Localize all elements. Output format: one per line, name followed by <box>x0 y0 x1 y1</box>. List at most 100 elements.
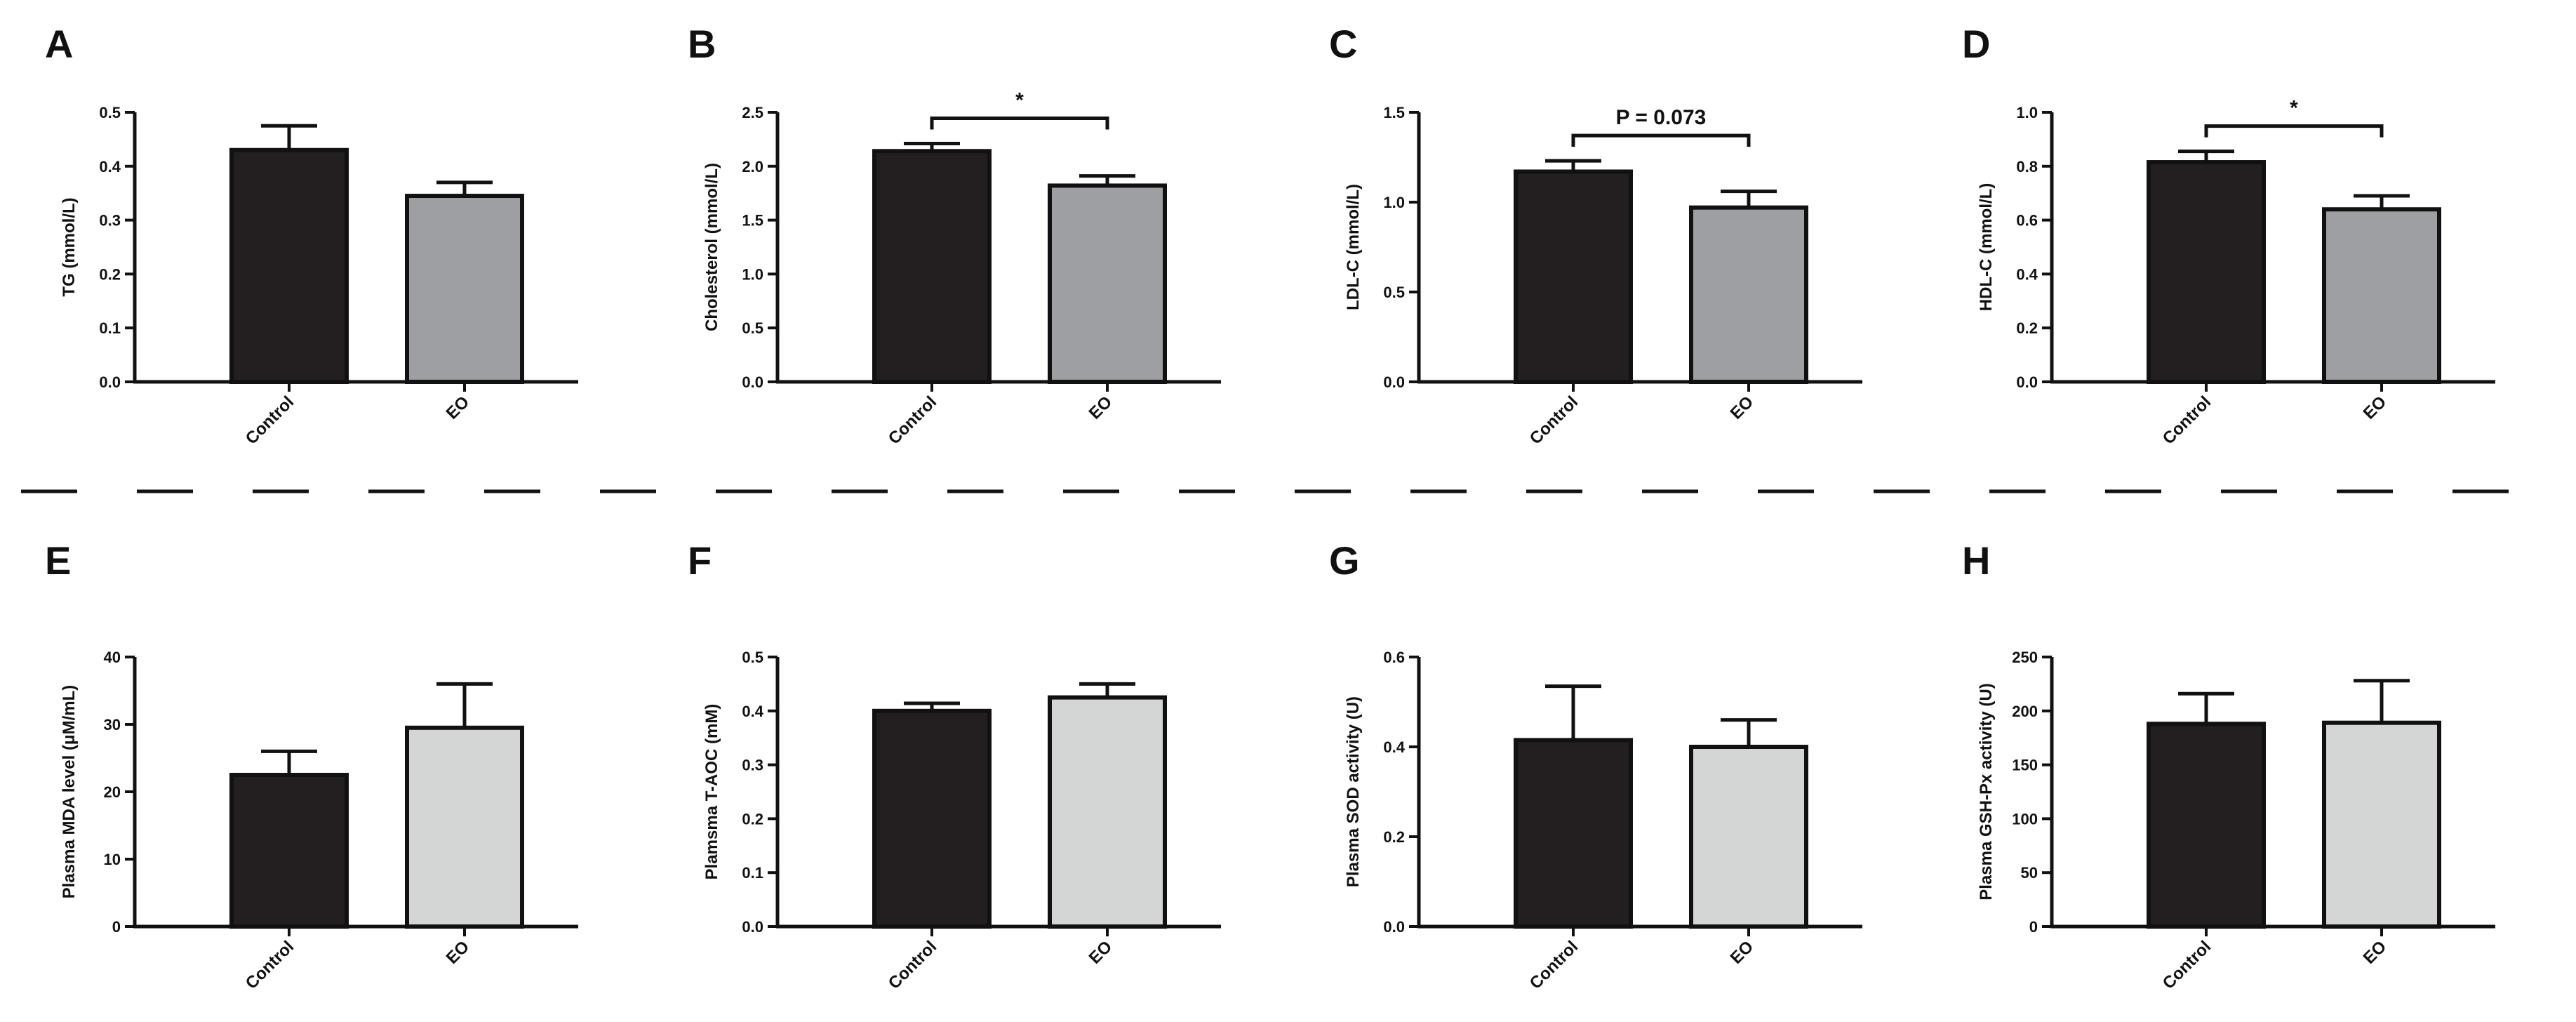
y-tick-label: 0.4 <box>742 703 763 720</box>
y-tick-label: 0.5 <box>742 319 763 337</box>
y-tick-label: 1.0 <box>742 265 763 283</box>
category-label: EO <box>443 937 474 968</box>
significance-bracket <box>2204 124 2384 138</box>
bar-eo <box>1689 745 1808 929</box>
panel-letter: C <box>1329 22 1357 66</box>
panel-d: D 0.0 0.2 0.4 0.6 0.8 1.0 HDL-C (mmol/L) Control… <box>1962 22 2495 449</box>
y-tick-label: 0.8 <box>2016 158 2038 175</box>
panel-letter: B <box>688 22 716 66</box>
y-tick-label: 0.2 <box>1383 828 1405 846</box>
y-tick-label: 0.0 <box>742 373 763 391</box>
y-tick-label: 0.6 <box>1383 649 1405 666</box>
category-label: Control <box>885 937 940 993</box>
y-tick-label: 40 <box>104 649 121 666</box>
bar-eo <box>2322 720 2441 929</box>
y-tick-label: 0.0 <box>1383 373 1405 391</box>
y-tick-label: 0.3 <box>99 212 121 230</box>
panel-f: F 0.0 0.1 0.2 0.3 0.4 0.5 Plamsma T-AOC (mM) Con… <box>688 538 1221 993</box>
category-label: EO <box>2360 392 2391 423</box>
y-tick-label: 0.0 <box>1383 918 1405 936</box>
category-label: Control <box>1526 392 1582 448</box>
category-label: Control <box>2159 937 2215 993</box>
y-tick-label: 1.0 <box>2016 104 2038 121</box>
category-label: EO <box>1727 392 1758 423</box>
y-tick-label: 0.4 <box>1383 738 1405 756</box>
y-tick-label: 150 <box>2012 757 2038 774</box>
y-tick-label: 0.2 <box>742 810 763 828</box>
y-tick-label: 0.5 <box>99 104 121 121</box>
bar-eo <box>1048 695 1167 929</box>
y-axis-title: Plasma SOD activity (U) <box>1344 696 1363 887</box>
y-tick-label: 0.4 <box>2016 265 2038 283</box>
significance-annotation: * <box>2290 97 2298 120</box>
y-axis-title: Plamsma T-AOC (mM) <box>702 704 721 880</box>
significance-bracket <box>930 117 1109 130</box>
bar-eo <box>2322 207 2441 384</box>
bar-control <box>229 147 349 384</box>
bar-control <box>229 773 349 929</box>
category-label: Control <box>242 392 298 448</box>
panel-letter: E <box>45 538 71 583</box>
y-tick-label: 0.5 <box>742 649 763 666</box>
y-tick-label: 0.0 <box>2016 373 2038 391</box>
y-tick-label: 0.1 <box>742 864 763 882</box>
y-tick-label: 0.2 <box>99 265 121 283</box>
y-axis-title: TG (mmol/L) <box>60 197 79 296</box>
y-tick-label: 0.5 <box>1383 284 1405 301</box>
panel-b: B 0.0 0.5 1.0 1.5 2.0 2.5 Cholesterol (mmol/L) C… <box>688 22 1221 449</box>
category-label: EO <box>1086 392 1116 423</box>
y-axis-title: LDL-C (mmol/L) <box>1344 184 1363 310</box>
y-tick-label: 0.3 <box>742 757 763 774</box>
significance-annotation: P = 0.073 <box>1616 106 1707 129</box>
bar-control <box>872 708 992 929</box>
category-label: EO <box>1727 937 1758 968</box>
panel-c: C 0.0 0.5 1.0 1.5 LDL-C (mmol/L) Control EO P = … <box>1329 22 1862 449</box>
y-tick-label: 0.0 <box>742 918 763 936</box>
bar-eo <box>1048 183 1167 384</box>
y-tick-label: 100 <box>2012 810 2038 828</box>
y-axis-title: Plasma GSH-Px activity (U) <box>1977 683 1996 900</box>
y-tick-label: 200 <box>2012 703 2038 720</box>
bar-control <box>2147 722 2266 929</box>
y-tick-label: 0.0 <box>99 373 121 391</box>
panel-letter: A <box>45 22 73 66</box>
bar-control <box>2147 160 2266 384</box>
y-tick-label: 0.4 <box>99 158 121 175</box>
bar-control <box>872 149 992 385</box>
y-tick-label: 1.5 <box>742 212 763 230</box>
panel-g: G 0.0 0.2 0.4 0.6 Plasma SOD activity (U) Cont… <box>1329 538 1862 993</box>
significance-bracket <box>1571 133 1751 147</box>
y-tick-label: 20 <box>104 783 121 801</box>
bar-control <box>1514 738 1633 929</box>
y-axis-title: Plasma MDA level (μM/mL) <box>60 685 79 899</box>
bar-eo <box>405 194 524 384</box>
significance-annotation: * <box>1015 89 1024 112</box>
y-tick-label: 250 <box>2012 649 2038 666</box>
panel-e: E 0 10 20 30 40 Plasma MDA level (μM/mL) Contro… <box>45 538 578 993</box>
y-tick-label: 0 <box>2029 918 2038 936</box>
bar-eo <box>405 725 524 929</box>
y-tick-label: 0.1 <box>99 319 121 337</box>
category-label: Control <box>2159 392 2215 448</box>
category-label: Control <box>1526 937 1582 993</box>
y-tick-label: 10 <box>104 851 121 868</box>
panel-letter: H <box>1962 538 1990 583</box>
y-axis-title: Cholesterol (mmol/L) <box>702 163 721 331</box>
panel-a: A 0.0 0.1 0.2 0.3 0.4 0.5 TG (mmol/L) Control EO <box>45 22 578 449</box>
category-label: EO <box>1086 937 1116 968</box>
panel-letter: G <box>1329 538 1360 583</box>
bar-eo <box>1689 205 1808 384</box>
y-tick-label: 50 <box>2021 864 2038 882</box>
category-label: EO <box>443 392 474 423</box>
category-label: Control <box>242 937 298 993</box>
y-tick-label: 1.0 <box>1383 194 1405 211</box>
y-tick-label: 0.2 <box>2016 319 2038 337</box>
y-tick-label: 0.6 <box>2016 212 2038 230</box>
category-label: Control <box>885 392 940 448</box>
bar-control <box>1514 169 1633 384</box>
y-tick-label: 0 <box>112 918 121 936</box>
y-tick-label: 30 <box>104 716 121 734</box>
panel-h: H 0 50 100 150 200 250 Plasma GSH-Px activity (… <box>1962 538 2495 993</box>
y-tick-label: 2.0 <box>742 158 763 175</box>
